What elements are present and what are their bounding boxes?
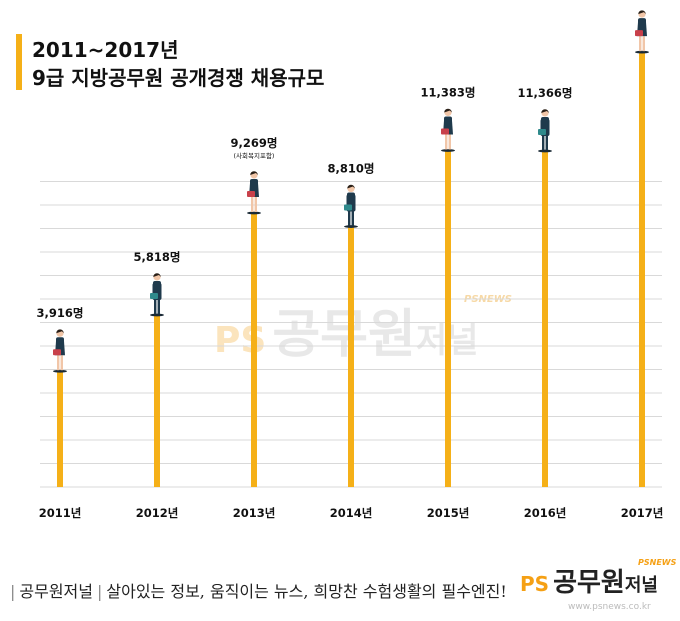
data-label: 11,366명	[518, 86, 573, 100]
figure-leg	[254, 196, 257, 212]
data-label: 9,269명	[231, 136, 278, 150]
figure-shadow	[247, 211, 261, 215]
footer-slogan: 살아있는 정보, 움직이는 뉴스, 희망찬 수험생활의 필수엔진!	[106, 582, 507, 601]
figure-torso	[347, 192, 355, 199]
figure-leg	[545, 134, 548, 150]
x-tick-label: 2012년	[136, 506, 179, 520]
figure-leg	[639, 36, 642, 52]
figure-leg	[60, 355, 63, 371]
data-label: 8,810명	[328, 162, 375, 176]
logo-sub: 저널	[624, 575, 658, 596]
figure-torso	[541, 116, 549, 123]
footer-brand: 공무원저널	[19, 582, 93, 601]
figure-leg	[448, 134, 451, 150]
figure-hair	[347, 184, 355, 189]
figure-torso	[638, 18, 646, 25]
figure-briefcase	[441, 128, 449, 135]
figure-leg	[445, 134, 448, 150]
data-label: 5,818명	[134, 250, 181, 264]
footer-separator: |	[97, 582, 103, 601]
figure-shadow	[53, 369, 67, 373]
person-figure	[150, 273, 164, 317]
figure-torso	[444, 116, 452, 123]
figure-torso	[250, 178, 258, 185]
brand-logo: PS 공무원저널 PSNEWS	[520, 558, 676, 599]
data-note: (사회복지포함)	[234, 151, 275, 160]
figure-hair	[56, 329, 64, 334]
bar	[445, 150, 451, 488]
x-tick-label: 2014년	[330, 506, 373, 520]
person-figure	[441, 108, 455, 152]
person-figure	[538, 109, 552, 153]
person-figure	[635, 10, 649, 54]
logo-tag: PSNEWS	[638, 558, 677, 567]
bar-group: 9,269명(사회복지포함) 2013년	[231, 136, 278, 520]
figure-leg	[57, 355, 60, 371]
title-accent-bar	[16, 34, 22, 90]
x-tick-label: 2011년	[39, 506, 82, 520]
figure-torso	[56, 337, 64, 344]
figure-briefcase	[538, 128, 546, 135]
watermark-main: 공무원	[272, 305, 416, 365]
data-label: 3,916명	[37, 306, 84, 320]
person-figure	[344, 184, 358, 228]
figure-torso	[153, 281, 161, 288]
bar	[348, 226, 354, 487]
footer-tagline: | 공무원저널 | 살아있는 정보, 움직이는 뉴스, 희망찬 수험생활의 필수엔진!	[6, 578, 507, 602]
bar	[639, 52, 645, 488]
figure-hair	[541, 109, 549, 113]
logo-ps: PS	[520, 572, 550, 596]
figure-leg	[157, 299, 160, 315]
figure-leg	[542, 134, 545, 150]
figure-shadow	[538, 149, 552, 153]
footer-separator: |	[10, 582, 16, 601]
figure-briefcase	[150, 293, 158, 300]
figure-leg	[642, 36, 645, 52]
logo-url: www.psnews.co.kr	[568, 602, 651, 612]
figure-hair	[250, 171, 258, 175]
bar-group: 3,916명 2011년	[37, 306, 84, 520]
bar-group: 11,383명 2015년	[421, 85, 476, 520]
bar	[57, 371, 63, 487]
chart-title-line-1: 2011~2017년	[32, 38, 179, 62]
figure-leg	[348, 210, 351, 226]
bar-group: 11,366명 2016년	[518, 86, 573, 520]
chart-title-line-2: 9급 지방공무원 공개경쟁 채용규모	[32, 66, 325, 90]
logo-main: 공무원	[553, 568, 625, 598]
figure-shadow	[635, 50, 649, 54]
x-tick-label: 2016년	[524, 506, 567, 520]
figure-leg	[154, 299, 157, 315]
data-label: 11,383명	[421, 85, 476, 99]
watermark-ps: PS	[214, 320, 267, 361]
bar	[251, 212, 257, 488]
bar-group: 14,710명(추가채용포함)2017년	[621, 10, 664, 520]
figure-hair	[638, 10, 646, 15]
bar-group: 5,818명 2012년	[134, 250, 181, 520]
person-figure	[247, 171, 261, 215]
person-figure	[53, 329, 67, 373]
figure-leg	[351, 210, 354, 226]
bar	[542, 150, 548, 488]
figure-shadow	[150, 313, 164, 317]
figure-briefcase	[635, 30, 643, 37]
figure-leg	[251, 196, 254, 212]
x-tick-label: 2013년	[233, 506, 276, 520]
figure-hair	[153, 273, 161, 278]
bar-group: 8,810명 2014년	[328, 162, 375, 520]
x-tick-label: 2015년	[427, 506, 470, 520]
figure-hair	[444, 108, 452, 113]
figure-shadow	[344, 225, 358, 228]
x-tick-label: 2017년	[621, 506, 664, 520]
bar-chart: 3,916명 2011년 5,818명 2012년 9,269명(사회복지포함) 2013…	[37, 10, 664, 520]
figure-briefcase	[53, 349, 61, 356]
figure-briefcase	[247, 190, 255, 197]
figure-briefcase	[344, 204, 352, 211]
bar	[154, 315, 160, 487]
figure-shadow	[441, 149, 455, 152]
